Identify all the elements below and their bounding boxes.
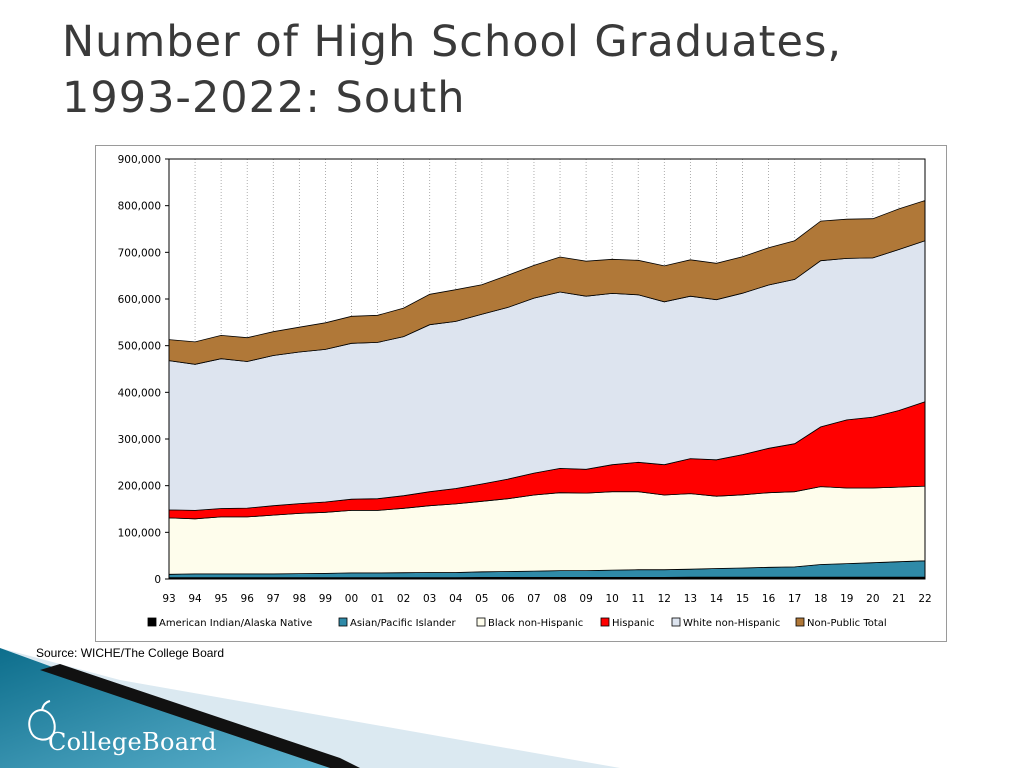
legend-swatch — [600, 617, 610, 627]
x-tick-label: 13 — [684, 593, 697, 605]
x-tick-label: 99 — [319, 593, 332, 605]
x-tick-label: 14 — [710, 593, 724, 605]
x-tick-label: 97 — [267, 593, 280, 605]
x-tick-label: 21 — [892, 593, 905, 605]
legend-swatch — [476, 617, 486, 627]
x-tick-label: 06 — [501, 593, 515, 605]
y-tick-label: 800,000 — [118, 201, 161, 213]
x-tick-label: 22 — [918, 593, 931, 605]
y-tick-label: 400,000 — [118, 387, 161, 399]
x-tick-label: 04 — [449, 593, 463, 605]
plot-area-border — [168, 158, 926, 580]
x-tick-label: 01 — [371, 593, 384, 605]
legend-label: American Indian/Alaska Native — [159, 618, 312, 629]
source-note: Source: WICHE/The College Board — [36, 646, 225, 660]
x-tick-label: 96 — [241, 593, 255, 605]
legend-label: Black non-Hispanic — [488, 618, 583, 629]
x-tick-label: 20 — [866, 593, 879, 605]
y-tick-label: 300,000 — [118, 434, 161, 446]
x-tick-label: 12 — [658, 593, 671, 605]
legend-label: White non-Hispanic — [683, 618, 780, 629]
y-tick-label: 0 — [154, 574, 161, 586]
legend-swatch — [671, 617, 681, 627]
x-tick-label: 11 — [632, 593, 645, 605]
x-tick-label: 98 — [293, 593, 306, 605]
x-tick-label: 00 — [345, 593, 358, 605]
slide-title: Number of High School Graduates, 1993-20… — [62, 14, 1002, 126]
y-tick-label: 600,000 — [118, 294, 161, 306]
stacked-area-chart: 0 100,000 200,000 300,000 400,000 500,000 600,… — [118, 154, 932, 629]
legend-swatch — [795, 617, 805, 627]
x-tick-label: 05 — [475, 593, 488, 605]
legend-swatch — [338, 617, 348, 627]
x-tick-label: 08 — [553, 593, 566, 605]
brand-name: CollegeBoard — [48, 728, 217, 756]
x-tick-label: 19 — [840, 593, 853, 605]
x-tick-label: 15 — [736, 593, 749, 605]
legend-label: Asian/Pacific Islander — [350, 618, 457, 629]
x-tick-label: 94 — [188, 593, 202, 605]
legend-label: Hispanic — [612, 618, 655, 629]
x-tick-label: 03 — [423, 593, 436, 605]
x-tick-label: 07 — [527, 593, 540, 605]
y-tick-label: 200,000 — [118, 481, 161, 493]
y-tick-label: 100,000 — [118, 527, 161, 539]
x-tick-label: 10 — [605, 593, 618, 605]
title-line-2: 1993-2022: South — [62, 73, 466, 123]
legend-label: Non-Public Total — [807, 618, 887, 629]
title-line-1: Number of High School Graduates, — [62, 17, 843, 67]
y-tick-label: 900,000 — [118, 154, 161, 166]
footer-swoosh-decoration — [0, 648, 620, 768]
y-tick-label: 500,000 — [118, 341, 161, 353]
collegeboard-logo — [22, 700, 242, 760]
y-tick-label: 700,000 — [118, 247, 161, 259]
x-tick-label: 93 — [162, 593, 175, 605]
x-tick-label: 18 — [814, 593, 827, 605]
acorn-icon — [28, 700, 56, 741]
x-tick-label: 95 — [214, 593, 227, 605]
chart-frame: 0 100,000 200,000 300,000 400,000 500,000 600,… — [95, 145, 947, 642]
x-tick-label: 17 — [788, 593, 801, 605]
x-tick-label: 16 — [762, 593, 776, 605]
legend-swatch — [147, 617, 157, 627]
x-tick-label: 02 — [397, 593, 410, 605]
x-tick-label: 09 — [579, 593, 592, 605]
